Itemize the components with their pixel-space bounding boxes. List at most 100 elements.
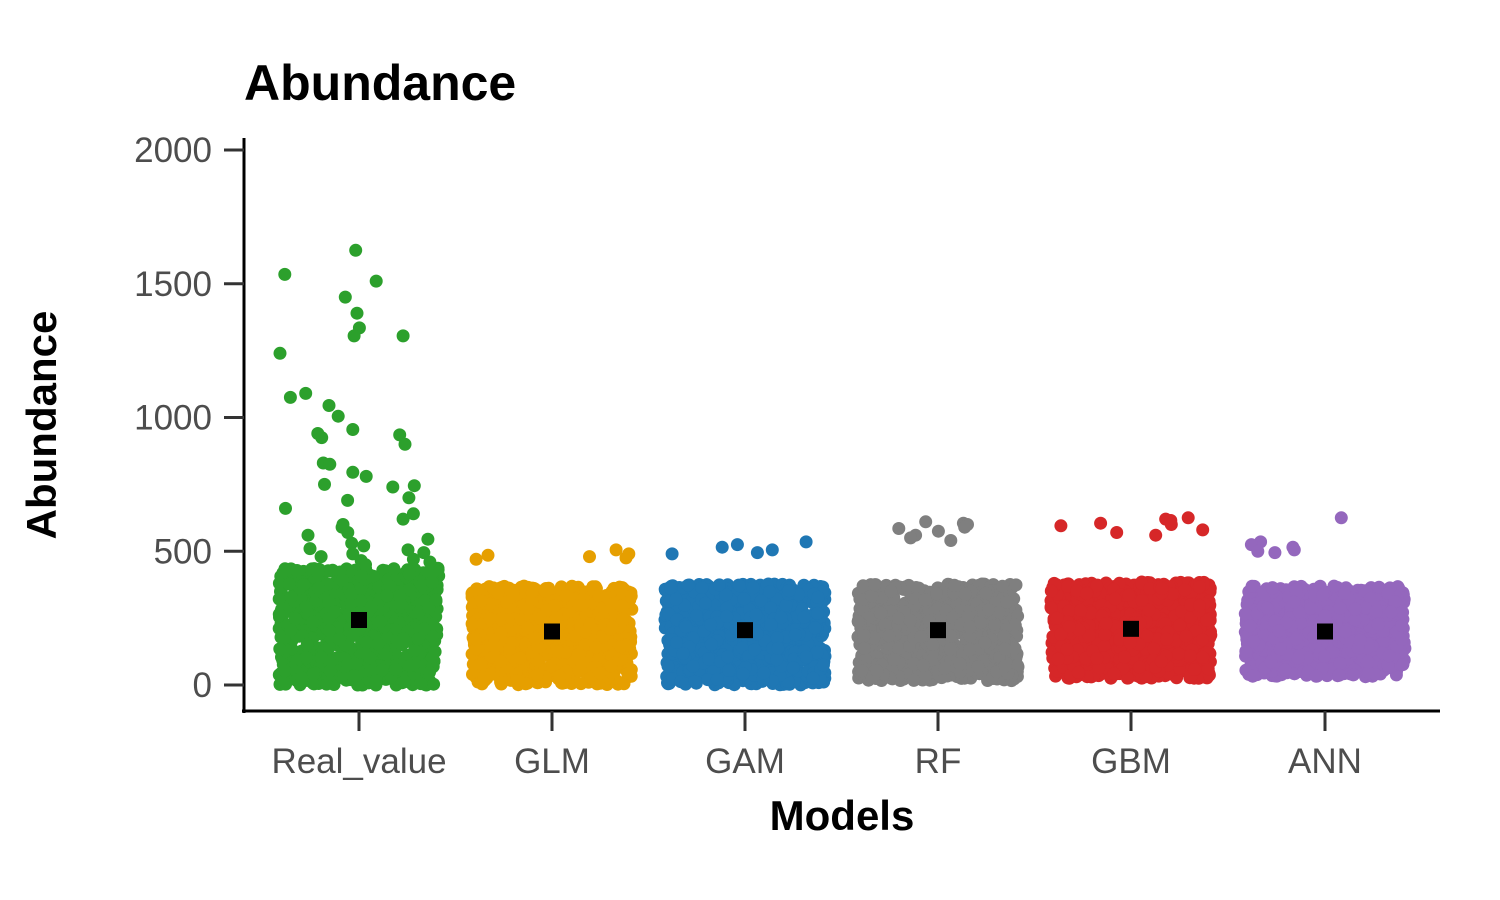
data-point bbox=[344, 587, 358, 601]
data-point-outlier bbox=[369, 274, 383, 288]
data-point-outlier bbox=[349, 243, 363, 257]
data-point bbox=[425, 575, 439, 589]
data-point bbox=[958, 587, 972, 601]
data-point-outlier bbox=[1149, 528, 1163, 542]
data-point bbox=[763, 585, 777, 599]
data-point bbox=[1155, 582, 1169, 595]
data-point-outlier bbox=[1094, 516, 1108, 530]
data-point bbox=[855, 664, 869, 678]
data-point bbox=[746, 581, 760, 595]
data-point bbox=[528, 631, 542, 645]
data-point bbox=[702, 652, 715, 666]
data-point-outlier bbox=[417, 546, 431, 560]
series-ANN bbox=[1238, 511, 1412, 684]
series-GBM bbox=[1044, 511, 1218, 685]
data-point bbox=[1009, 578, 1023, 592]
data-point-outlier bbox=[931, 524, 945, 538]
data-point bbox=[474, 657, 488, 671]
data-point bbox=[1183, 649, 1197, 663]
data-point bbox=[1135, 594, 1149, 607]
data-point bbox=[988, 617, 1002, 631]
data-point bbox=[502, 642, 516, 656]
data-point-outlier bbox=[583, 550, 596, 564]
data-point bbox=[559, 589, 573, 603]
data-point bbox=[676, 647, 690, 660]
data-point bbox=[407, 644, 421, 658]
data-point-outlier bbox=[406, 507, 420, 521]
data-point-outlier bbox=[279, 501, 292, 515]
data-point bbox=[998, 659, 1012, 673]
data-point bbox=[465, 617, 479, 631]
data-point bbox=[1133, 660, 1146, 674]
data-point bbox=[722, 664, 736, 677]
data-point-outlier bbox=[323, 457, 337, 471]
data-point bbox=[689, 609, 703, 622]
data-point bbox=[712, 578, 726, 592]
data-point bbox=[504, 612, 518, 625]
data-point bbox=[272, 592, 286, 606]
data-point bbox=[295, 671, 309, 685]
data-point-outlier bbox=[359, 469, 373, 483]
data-point bbox=[613, 640, 627, 653]
data-point bbox=[1008, 618, 1022, 632]
data-point bbox=[887, 653, 901, 667]
data-point bbox=[664, 581, 678, 595]
data-point bbox=[974, 616, 988, 630]
data-point bbox=[427, 677, 441, 691]
data-point bbox=[371, 637, 385, 651]
data-point bbox=[749, 608, 763, 622]
data-point bbox=[907, 673, 921, 687]
data-point bbox=[938, 661, 952, 675]
data-point bbox=[1160, 632, 1174, 646]
data-point bbox=[811, 606, 824, 620]
data-point bbox=[884, 584, 898, 598]
data-point bbox=[369, 678, 383, 692]
data-point bbox=[971, 660, 985, 674]
data-point bbox=[273, 642, 287, 656]
data-point-outlier bbox=[401, 543, 415, 557]
data-point bbox=[764, 618, 778, 632]
data-point bbox=[426, 566, 439, 580]
data-point bbox=[704, 637, 718, 651]
data-point bbox=[402, 583, 416, 597]
data-point bbox=[335, 573, 349, 587]
data-point-outlier bbox=[315, 431, 329, 445]
data-point bbox=[290, 564, 304, 577]
data-point bbox=[574, 677, 588, 691]
data-point bbox=[1173, 618, 1187, 632]
data-point bbox=[1154, 654, 1168, 668]
data-point-outlier bbox=[386, 480, 400, 494]
data-point bbox=[415, 578, 429, 592]
data-point-outlier bbox=[407, 479, 421, 493]
data-point bbox=[857, 629, 871, 642]
data-point bbox=[995, 579, 1009, 593]
data-point bbox=[771, 641, 785, 655]
data-point-outlier bbox=[1110, 526, 1124, 539]
data-point bbox=[670, 636, 683, 649]
data-point-outlier bbox=[350, 306, 364, 320]
data-point bbox=[903, 613, 917, 627]
data-point bbox=[1062, 604, 1076, 618]
data-point bbox=[1099, 617, 1113, 630]
data-point bbox=[284, 590, 298, 604]
data-point bbox=[874, 606, 888, 620]
data-point-outlier bbox=[347, 329, 361, 343]
data-point bbox=[412, 605, 426, 619]
data-point-outlier bbox=[665, 547, 679, 561]
data-point bbox=[553, 669, 567, 683]
data-point bbox=[736, 667, 750, 681]
data-point bbox=[346, 629, 360, 642]
data-point-outlier bbox=[398, 437, 412, 451]
data-point bbox=[494, 654, 508, 668]
data-point bbox=[764, 601, 778, 615]
data-point bbox=[1090, 652, 1104, 665]
points-layer bbox=[272, 243, 1412, 692]
data-point-outlier bbox=[402, 491, 416, 505]
data-point bbox=[272, 576, 286, 590]
data-point bbox=[394, 597, 407, 611]
data-point bbox=[882, 629, 896, 643]
data-point bbox=[615, 599, 629, 613]
data-point bbox=[396, 632, 410, 646]
data-point-outlier bbox=[345, 536, 359, 550]
data-point bbox=[1098, 628, 1112, 642]
